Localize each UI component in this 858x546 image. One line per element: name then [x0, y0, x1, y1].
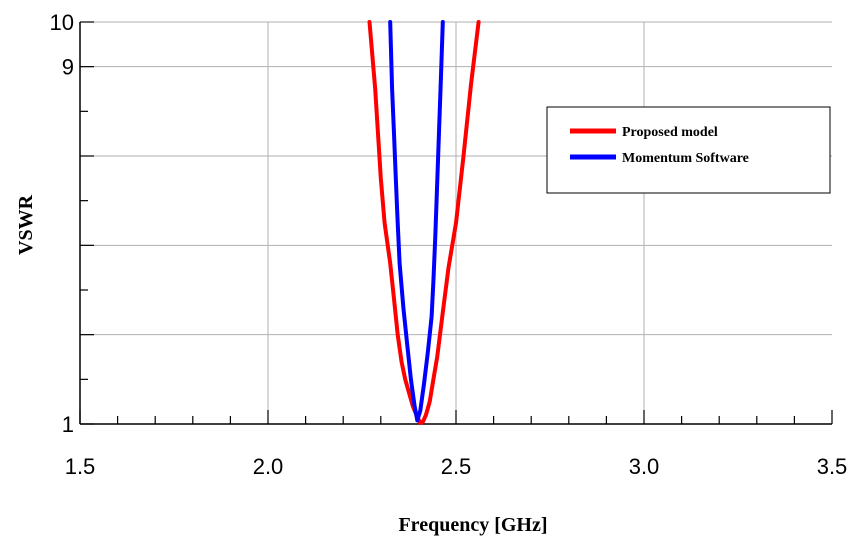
- x-tick-label: 3.0: [629, 454, 660, 479]
- x-tick-label: 1.5: [65, 454, 96, 479]
- legend-box: [546, 106, 831, 194]
- x-tick-label: 3.5: [817, 454, 848, 479]
- x-axis-title: Frequency [GHz]: [398, 514, 547, 536]
- series-lines: [367, 20, 481, 426]
- x-tick-label: 2.0: [253, 454, 284, 479]
- tick-labels: 1.5 2.0 2.5 3.0 3.5 1 9 10: [50, 10, 848, 479]
- legend-label-momentum: Momentum Software: [622, 151, 749, 166]
- axes: [79, 21, 833, 425]
- series-line-0: [367, 20, 481, 426]
- x-tick-label: 2.5: [441, 454, 472, 479]
- y-axis-title: VSWR: [15, 194, 37, 255]
- y-tick-label: 1: [62, 412, 74, 437]
- y-tick-label: 9: [62, 55, 74, 80]
- series-line-1: [388, 20, 445, 423]
- legend: Proposed model Momentum Software: [546, 106, 831, 194]
- y-tick-label: 10: [50, 10, 74, 35]
- legend-label-proposed: Proposed model: [622, 125, 718, 140]
